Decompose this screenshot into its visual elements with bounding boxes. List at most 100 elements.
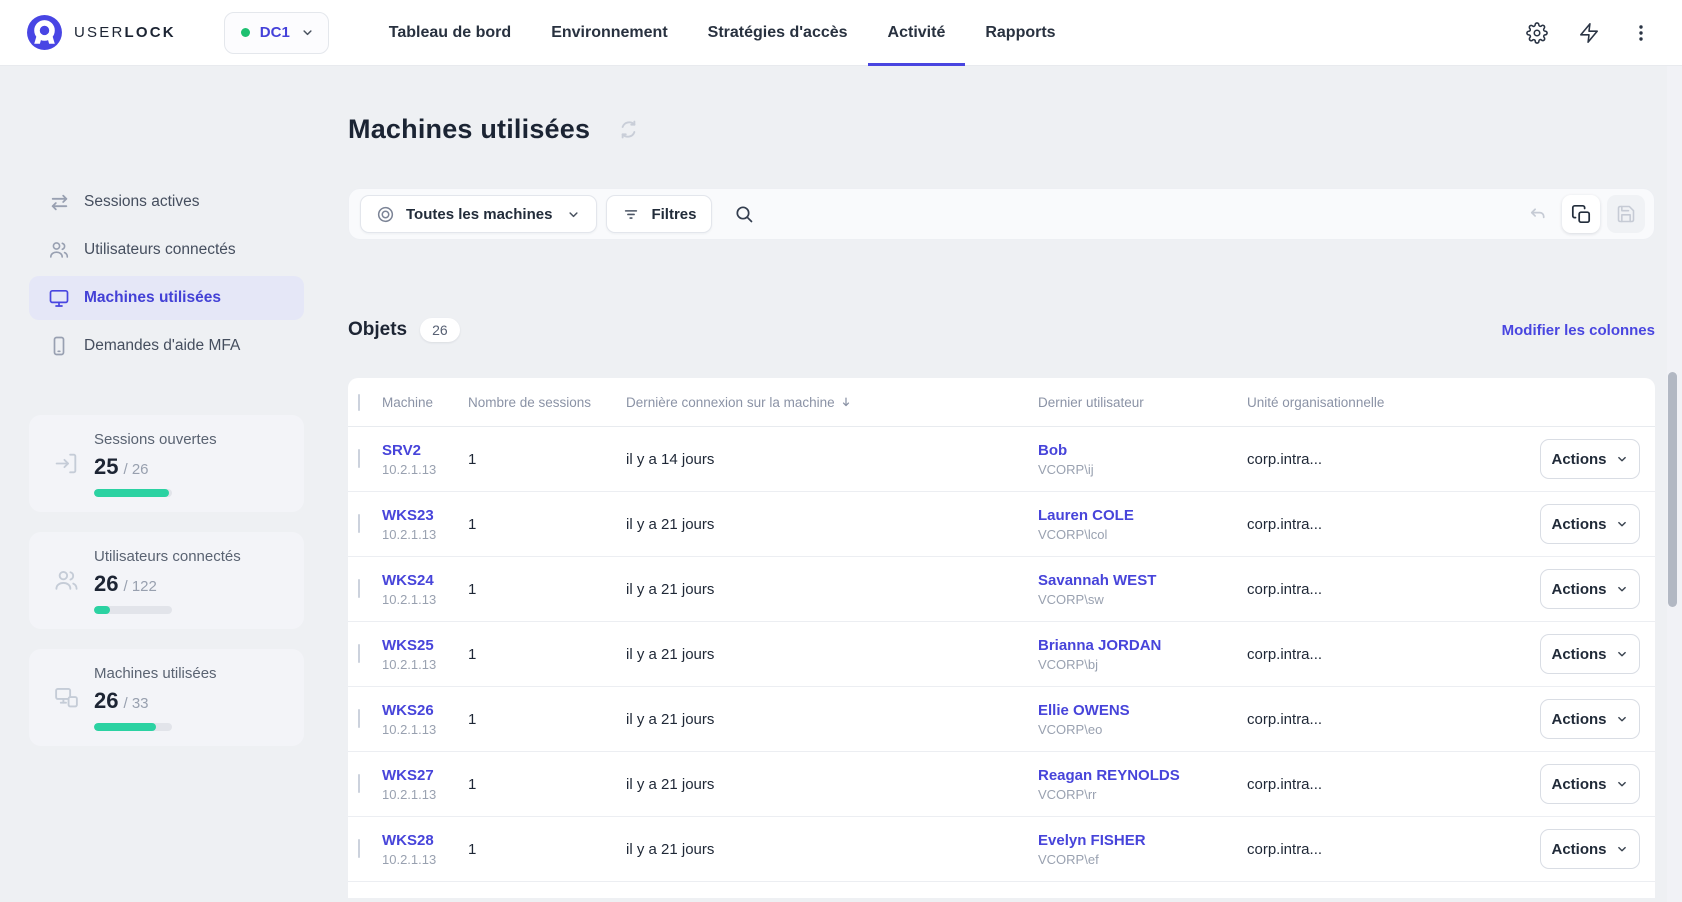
organizational-unit: corp.intra... — [1247, 515, 1323, 533]
edit-columns-link[interactable]: Modifier les colonnes — [1501, 321, 1655, 339]
row-checkbox[interactable] — [358, 774, 360, 793]
user-link[interactable]: Bob — [1038, 441, 1068, 459]
nav-item-access-policies[interactable]: Stratégies d'accès — [707, 23, 848, 41]
copy-button[interactable] — [1562, 195, 1600, 233]
user-link[interactable]: Evelyn FISHER — [1038, 831, 1146, 849]
row-checkbox[interactable] — [358, 644, 360, 663]
stat-total: 33 — [131, 694, 149, 712]
scope-selector[interactable]: Toutes les machines — [360, 195, 598, 233]
sidebar-stats: Sessions ouvertes 25/ 26 Utilisateurs co… — [29, 415, 304, 746]
undo-button[interactable] — [1527, 204, 1548, 225]
user-link[interactable]: Ellie OWENS — [1038, 701, 1130, 719]
machine-link[interactable]: WKS26 — [382, 701, 434, 719]
organizational-unit: corp.intra... — [1247, 775, 1323, 793]
nav-item-activity[interactable]: Activité — [867, 0, 966, 66]
last-connection: il y a 21 jours — [626, 515, 715, 533]
undo-icon — [1530, 207, 1545, 218]
chevron-down-icon — [1617, 521, 1626, 527]
actions-button[interactable]: Actions — [1540, 699, 1640, 739]
sidebar-item-connected-users[interactable]: Utilisateurs connectés — [29, 228, 304, 272]
organizational-unit: corp.intra... — [1247, 710, 1323, 728]
search-button[interactable] — [734, 204, 754, 224]
save-button[interactable] — [1607, 195, 1645, 233]
actions-button[interactable]: Actions — [1540, 764, 1640, 804]
filters-label: Filtres — [651, 205, 697, 223]
user-link[interactable]: Lauren COLE — [1038, 506, 1134, 524]
machine-ip: 10.2.1.13 — [382, 461, 437, 477]
server-status-dot — [240, 28, 250, 37]
row-checkbox[interactable] — [358, 709, 360, 728]
last-connection: il y a 21 jours — [626, 710, 715, 728]
machine-link[interactable]: WKS27 — [382, 766, 434, 784]
machine-link[interactable]: WKS24 — [382, 571, 434, 589]
organizational-unit: corp.intra... — [1247, 580, 1323, 598]
server-selector[interactable]: DC1 — [223, 11, 329, 54]
sort-desc-icon — [842, 397, 849, 407]
actions-button[interactable]: Actions — [1540, 439, 1640, 479]
user-link[interactable]: Brianna JORDAN — [1038, 636, 1162, 654]
col-last-user[interactable]: Dernier utilisateur — [1038, 394, 1144, 410]
scrollbar-thumb[interactable] — [1668, 372, 1677, 607]
machine-ip: 10.2.1.13 — [382, 851, 437, 867]
stat-value: 26 — [94, 570, 119, 596]
login-icon — [51, 450, 81, 477]
more-menu-button[interactable] — [1628, 20, 1654, 46]
actions-button[interactable]: Actions — [1540, 634, 1640, 674]
organizational-unit: corp.intra... — [1247, 645, 1323, 663]
sidebar: Sessions actives Utilisateurs connectés … — [29, 180, 304, 766]
user-link[interactable]: Reagan REYNOLDS — [1038, 766, 1180, 784]
machine-link[interactable]: WKS23 — [382, 506, 434, 524]
settings-button[interactable] — [1524, 20, 1550, 46]
objects-count-badge: 26 — [420, 318, 460, 342]
machine-ip: 10.2.1.13 — [382, 526, 437, 542]
machine-ip: 10.2.1.13 — [382, 656, 437, 672]
refresh-button[interactable] — [618, 119, 639, 140]
sidebar-item-machines-used[interactable]: Machines utilisées — [29, 276, 304, 320]
table-row: WKS24 10.2.1.13 1 il y a 21 jours Savanna… — [348, 557, 1655, 622]
userlock-logo-icon — [27, 15, 62, 50]
last-connection: il y a 21 jours — [626, 840, 715, 858]
col-machine[interactable]: Machine — [382, 394, 434, 410]
nav-item-dashboard[interactable]: Tableau de bord — [388, 23, 512, 41]
brand-wordmark: USERLOCK — [74, 24, 176, 41]
machine-link[interactable]: WKS25 — [382, 636, 434, 654]
server-name: DC1 — [259, 24, 290, 41]
sessions-count: 1 — [468, 515, 477, 533]
machine-link[interactable]: WKS28 — [382, 831, 434, 849]
sidebar-item-label: Demandes d'aide MFA — [84, 337, 241, 354]
filters-button[interactable]: Filtres — [606, 195, 713, 233]
last-connection: il y a 21 jours — [626, 580, 715, 598]
sidebar-item-active-sessions[interactable]: Sessions actives — [29, 180, 304, 224]
table-row: WKS25 10.2.1.13 1 il y a 21 jours Brianna… — [348, 622, 1655, 687]
page-title: Machines utilisées — [348, 113, 591, 144]
col-sessions[interactable]: Nombre de sessions — [468, 394, 592, 410]
sidebar-item-mfa-help-requests[interactable]: Demandes d'aide MFA — [29, 324, 304, 368]
nav-item-environment[interactable]: Environnement — [551, 23, 668, 41]
col-organizational-unit[interactable]: Unité organisationnelle — [1247, 394, 1385, 410]
quick-actions-button[interactable] — [1576, 20, 1602, 46]
row-checkbox[interactable] — [358, 839, 360, 858]
col-last-connection[interactable]: Dernière connexion sur la machine — [626, 395, 1038, 410]
actions-button[interactable]: Actions — [1540, 569, 1640, 609]
stat-label: Utilisateurs connectés — [94, 547, 241, 565]
actions-button[interactable]: Actions — [1540, 829, 1640, 869]
scope-label: Toutes les machines — [406, 205, 553, 223]
nav-item-reports[interactable]: Rapports — [985, 23, 1056, 41]
chevron-down-icon — [1617, 586, 1626, 592]
row-checkbox[interactable] — [358, 514, 360, 533]
row-checkbox[interactable] — [358, 579, 360, 598]
actions-button[interactable]: Actions — [1540, 504, 1640, 544]
sessions-count: 1 — [468, 645, 477, 663]
chevron-down-icon — [1617, 456, 1626, 462]
sessions-count: 1 — [468, 450, 477, 468]
machine-ip: 10.2.1.13 — [382, 721, 437, 737]
machine-link[interactable]: SRV2 — [382, 441, 421, 459]
user-link[interactable]: Savannah WEST — [1038, 571, 1157, 589]
search-icon — [736, 206, 753, 223]
stat-card-machines-used: Machines utilisées 26/ 33 — [29, 649, 304, 746]
top-navbar: USERLOCK DC1 Tableau de bord Environneme… — [0, 0, 1682, 66]
navbar-actions — [1524, 20, 1654, 46]
row-checkbox[interactable] — [358, 449, 360, 468]
save-icon — [1617, 205, 1635, 223]
select-all-checkbox[interactable] — [358, 393, 360, 411]
